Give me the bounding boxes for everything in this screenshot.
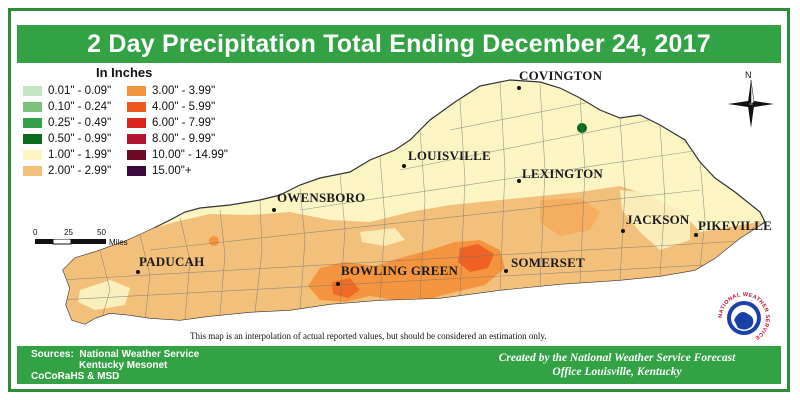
city-label-pikeville: PIKEVILLE [698,218,773,233]
city-label-covington: COVINGTON [519,68,603,83]
legend-item: 1.00" - 1.99" [23,149,111,163]
legend-label: 0.01" - 0.09" [48,85,112,97]
city-label-bowling-green: BOWLING GREEN [341,263,459,278]
legend-item: 6.00" - 7.99" [127,117,215,131]
legend-item: 2.00" - 2.99" [23,165,111,179]
legend-title: In Inches [96,65,153,80]
source-item: National Weather Service [79,349,200,360]
scale-tick-label: 50 [97,228,106,237]
scale-bar-graphic [35,239,106,245]
credit-line: Created by the National Weather Service … [498,352,736,364]
footer-bar: Sources: National Weather Service Kentuc… [17,346,781,384]
legend-item: 10.00" - 14.99" [127,149,228,163]
legend-label: 6.00" - 7.99" [152,117,216,129]
sources-label: Sources: [31,349,74,360]
legend-swatch [23,101,42,112]
nws-logo: NATIONAL WEATHER SERVICE [712,288,776,348]
scale-unit: Miles [109,238,128,247]
scale-tick-label: 25 [64,228,73,237]
city-label-louisville: LOUISVILLE [408,148,491,163]
legend-swatch [127,85,146,96]
city-marker [136,270,140,274]
legend-label: 4.00" - 5.99" [152,101,216,113]
city-marker [336,282,340,286]
legend-label: 2.00" - 2.99" [48,165,112,177]
legend-item: 4.00" - 5.99" [127,101,215,115]
legend-swatch [23,165,42,176]
legend-label: 1.00" - 1.99" [48,149,112,161]
disclaimer-text: This map is an interpolation of actual r… [190,331,547,341]
source-item: CoCoRaHS & MSD [31,371,120,382]
zone-3-4-inches [308,240,505,302]
city-label-jackson: JACKSON [626,212,690,227]
legend-item: 8.00" - 9.99" [127,133,215,147]
legend-swatch [23,85,42,96]
city-marker [402,164,406,168]
legend-item: 0.50" - 0.99" [23,133,111,147]
city-marker [272,208,276,212]
city-marker [517,179,521,183]
legend-swatch [127,149,146,160]
city-label-owensboro: OWENSBORO [277,190,366,205]
legend-label: 8.00" - 9.99" [152,133,216,145]
city-label-lexington: LEXINGTON [522,166,604,181]
legend-item: 0.10" - 0.24" [23,101,111,115]
legend-swatch [23,149,42,160]
legend-label: 15.00"+ [152,165,192,177]
city-marker [504,269,508,273]
nws-logo-icon: NATIONAL WEATHER SERVICE [717,291,771,345]
sources-block: Sources: National Weather Service Kentuc… [31,349,199,382]
legend-label: 10.00" - 14.99" [152,149,228,161]
city-marker [621,229,625,233]
city-label-somerset: SOMERSET [511,255,585,270]
city-marker [694,233,698,237]
legend-swatch [127,101,146,112]
source-item: Kentucky Mesonet [79,360,168,371]
map-title: 2 Day Precipitation Total Ending Decembe… [17,25,781,63]
city-marker [517,86,521,90]
legend-swatch [23,117,42,128]
legend-swatch [127,133,146,144]
scale-tick-label: 0 [33,228,38,237]
legend-item: 3.00" - 3.99" [127,85,215,99]
legend-label: 3.00" - 3.99" [152,85,216,97]
legend-label: 0.50" - 0.99" [48,133,112,145]
credit-line: Office Louisville, Kentucky [552,366,682,378]
credit-block: Created by the National Weather Service … [467,351,767,379]
legend-item: 15.00"+ [127,165,192,179]
legend-item: 0.01" - 0.09" [23,85,111,99]
legend-swatch [127,165,146,176]
north-label: N [745,70,752,80]
compass-icon [728,80,774,128]
city-label-paducah: PADUCAH [139,254,205,269]
legend-swatch [23,133,42,144]
north-arrow: N [726,70,776,130]
legend-label: 0.25" - 0.49" [48,117,112,129]
zone-4-6-inches [458,244,494,272]
legend-label: 0.10" - 0.24" [48,101,112,113]
legend-item: 0.25" - 0.49" [23,117,111,131]
legend-swatch [127,117,146,128]
